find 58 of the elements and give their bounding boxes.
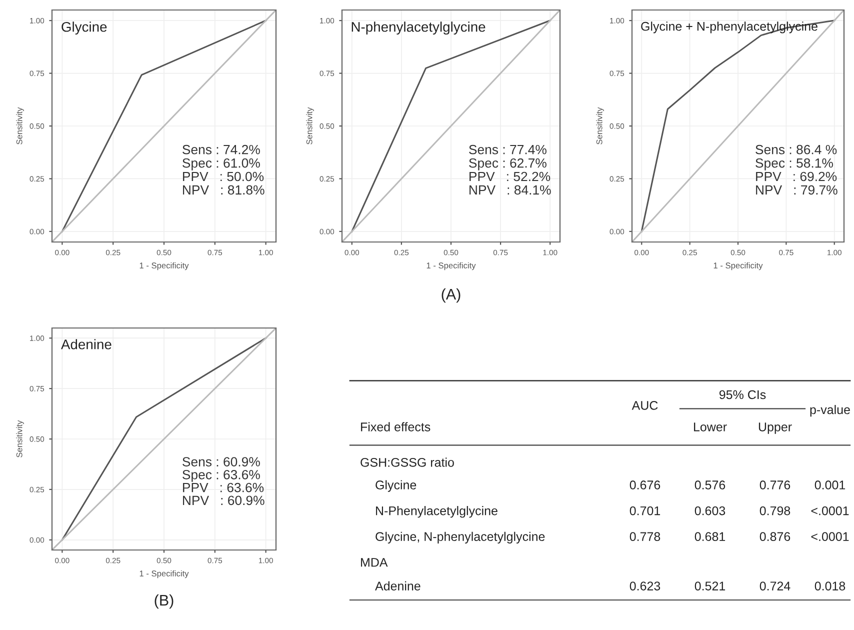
text: 0.724 <box>760 582 790 590</box>
x-axis-title: 1 - Specificity <box>426 262 476 270</box>
text: p-value <box>810 404 850 417</box>
text: 0.681 <box>694 532 726 542</box>
text: 0.623 <box>630 582 660 590</box>
text: Upper <box>758 422 792 434</box>
text: N-phenylacetylglycine <box>352 22 486 35</box>
annotation: Sens : 86.4 % <box>756 144 837 154</box>
y-axis-title: Sensitivity <box>16 420 24 458</box>
annotation: PPV : 52.2% <box>470 172 550 182</box>
text: 0.676 <box>630 480 660 490</box>
annotation: Spec : 58.1% <box>756 158 833 170</box>
text: Adenine <box>60 339 112 350</box>
text: 0.776 <box>760 480 790 490</box>
x-axis-title: 1 - Specificity <box>140 570 189 578</box>
text: 0.001 <box>814 480 846 490</box>
text: 0.798 <box>760 506 790 516</box>
text: Glycine <box>62 22 107 35</box>
text: N-Phenylacetylglycine <box>376 506 498 518</box>
annotation: NPV : 84.1% <box>470 185 551 195</box>
text: Glycine <box>376 480 416 492</box>
text: 95% CIs <box>719 390 766 400</box>
text: 0.778 <box>630 532 660 542</box>
x-axis-title: 1 - Specificity <box>714 262 763 270</box>
annotation: PPV : 63.6% <box>183 482 264 492</box>
text: <.0001 <box>811 532 849 542</box>
line-series <box>640 20 836 232</box>
text: 0.603 <box>694 506 726 516</box>
annotation: Sens : 74.2% <box>182 144 260 154</box>
text: AUC <box>632 401 658 410</box>
text: GSH:GSSG ratio <box>360 458 454 467</box>
y-axis-title: Sensitivity <box>306 107 314 144</box>
text: (B) <box>154 594 174 609</box>
annotation: NPV : 60.9% <box>183 496 264 506</box>
text: Glycine, N-phenylacetylglycine <box>376 532 545 544</box>
annotation: Spec : 63.6% <box>182 470 260 482</box>
annotation: Spec : 62.7% <box>469 158 546 170</box>
text: 0.018 <box>814 582 846 590</box>
text: MDA <box>361 558 388 567</box>
annotation: Spec : 61.0% <box>182 158 260 170</box>
x-axis-title: 1 - Specificity <box>140 262 189 270</box>
annotation: PPV : 69.2% <box>756 172 837 182</box>
annotation: NPV : 81.8% <box>183 185 264 195</box>
annotation: NPV : 79.7% <box>756 185 838 195</box>
y-axis-title: Sensitivity <box>16 107 24 144</box>
text: <.0001 <box>811 506 849 516</box>
annotation: Sens : 60.9% <box>182 457 260 466</box>
annotation: Sens : 77.4% <box>469 144 546 154</box>
annotation: PPV : 50.0% <box>183 172 264 182</box>
text: 0.876 <box>760 532 790 542</box>
y-axis-title: Sensitivity <box>596 107 604 144</box>
text: 0.576 <box>694 480 726 490</box>
text: Adenine <box>375 581 420 590</box>
text: (A) <box>442 288 460 303</box>
text: Lower <box>694 422 727 432</box>
text: Fixed effects <box>361 422 430 432</box>
text: 0.521 <box>694 582 726 590</box>
text: 0.701 <box>630 506 660 516</box>
